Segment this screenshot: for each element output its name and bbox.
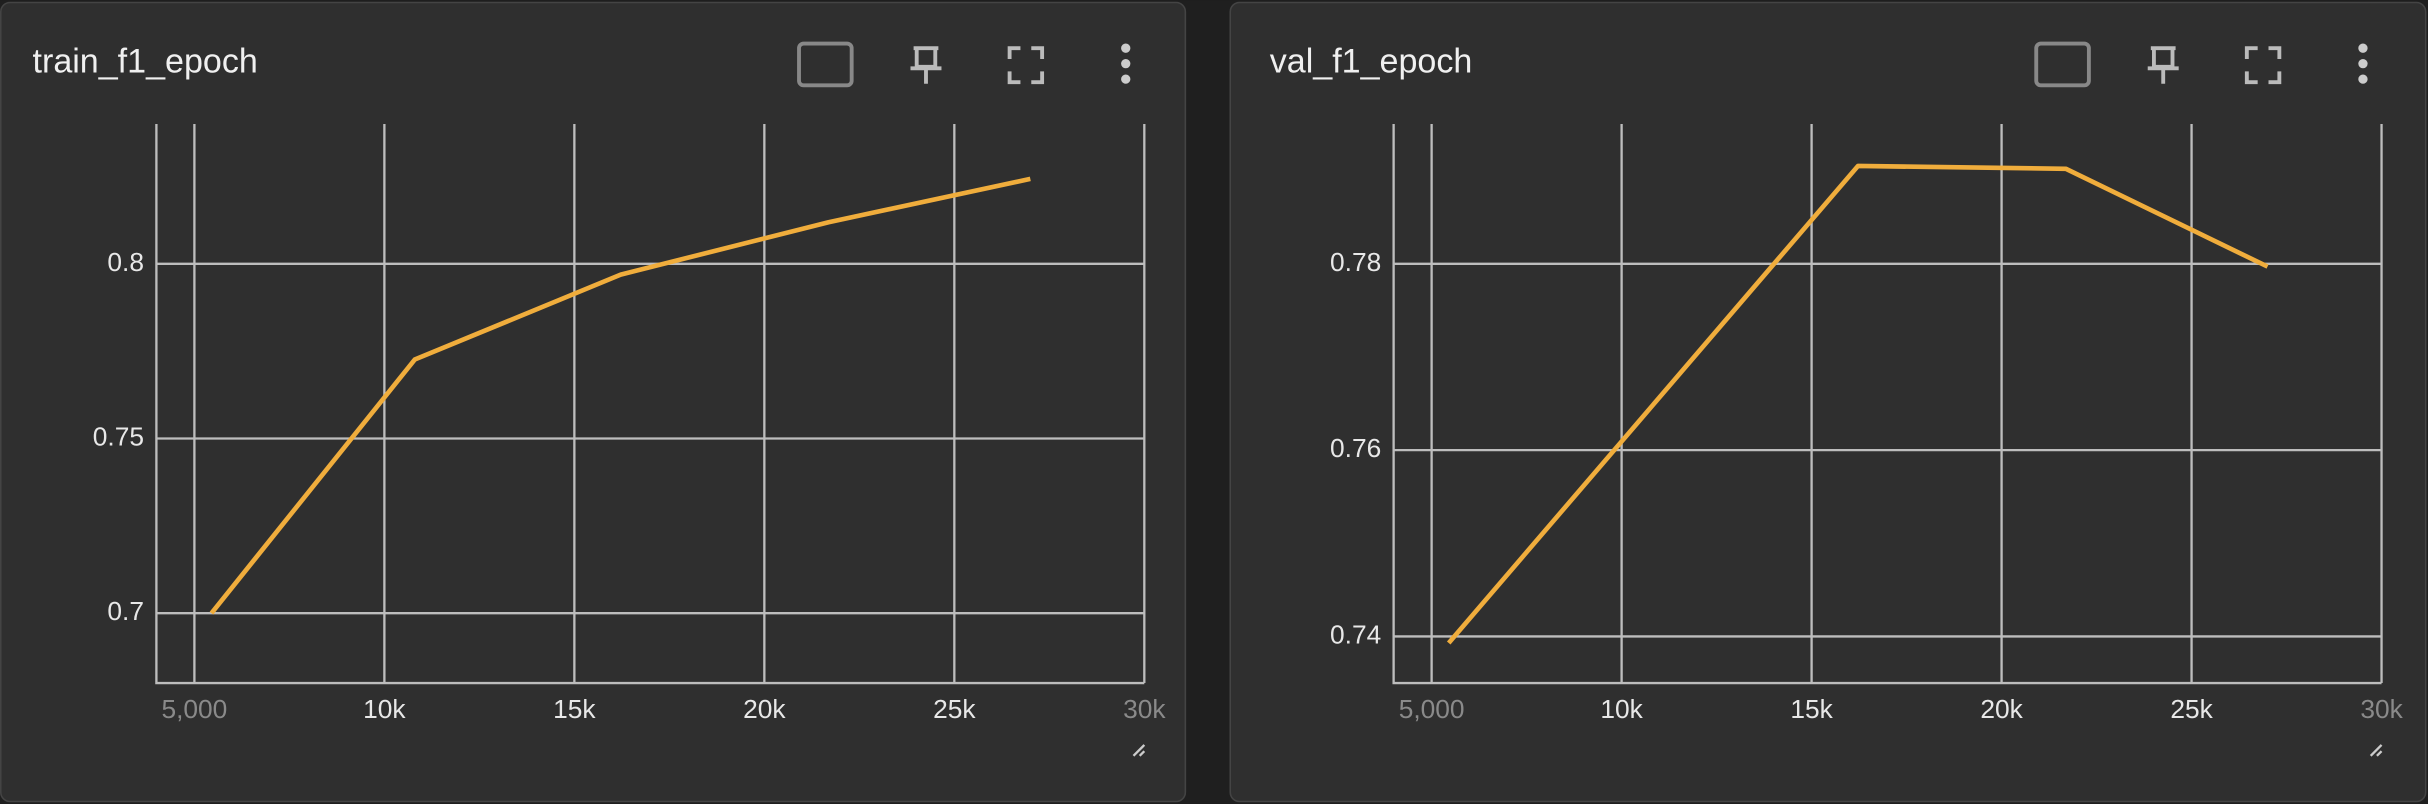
x-tick-label: 25k (933, 694, 976, 724)
y-tick-label: 0.8 (107, 247, 144, 277)
x-tick-label: 20k (1980, 694, 2023, 724)
x-tick-label: 15k (553, 694, 596, 724)
y-tick-label: 0.75 (93, 421, 144, 451)
menu-dot (2358, 59, 2368, 69)
menu-dot (1121, 59, 1131, 69)
chart: train_f1_epoch 0.7 0.75 0.8 5,000 10k 15k 20k 25… (33, 41, 1166, 757)
x-tick-label: 30k (2360, 694, 2403, 724)
x-tick-label: 15k (1790, 694, 1833, 724)
card (1229, 1, 2427, 803)
x-tick-label: 5,000 (1399, 694, 1465, 724)
fit-button[interactable] (797, 41, 854, 88)
data-line (1446, 163, 2269, 645)
data-line (209, 176, 1031, 615)
resize-handle[interactable] (2369, 744, 2383, 757)
fullscreen-button[interactable] (1007, 46, 1045, 85)
chart-title: train_f1_epoch (33, 43, 258, 81)
resize-handle[interactable] (1132, 744, 1146, 757)
menu-button[interactable] (1121, 43, 1131, 84)
toolbar (2034, 41, 2368, 88)
x-tick-label: 20k (743, 694, 786, 724)
chart-title: val_f1_epoch (1270, 43, 1473, 81)
y-tick-label: 0.7 (107, 596, 144, 626)
axis-line (155, 124, 1145, 685)
menu-dot (2358, 43, 2368, 53)
y-tick-label: 0.74 (1330, 619, 1381, 649)
fit-button[interactable] (2034, 41, 2091, 88)
pin-button[interactable] (2147, 46, 2179, 84)
chart: val_f1_epoch 0.74 0.76 0.78 5,000 10k 15k 20k 25… (1270, 41, 2404, 757)
x-tick-label: 10k (1600, 694, 1643, 724)
menu-dot (1121, 43, 1131, 53)
x-tick-label: 30k (1123, 694, 1166, 724)
fullscreen-button[interactable] (2244, 46, 2282, 85)
menu-dot (2358, 74, 2368, 84)
axis-line (1392, 124, 2382, 685)
x-tick-label: 5,000 (161, 694, 227, 724)
menu-button[interactable] (2358, 43, 2368, 84)
x-tick-label: 25k (2170, 694, 2213, 724)
menu-dot (1121, 74, 1131, 84)
toolbar (797, 41, 1131, 88)
y-tick-label: 0.76 (1330, 433, 1381, 463)
pin-button[interactable] (910, 46, 942, 84)
x-tick-label: 10k (363, 694, 406, 724)
card (0, 1, 1187, 803)
y-tick-label: 0.78 (1330, 247, 1381, 277)
